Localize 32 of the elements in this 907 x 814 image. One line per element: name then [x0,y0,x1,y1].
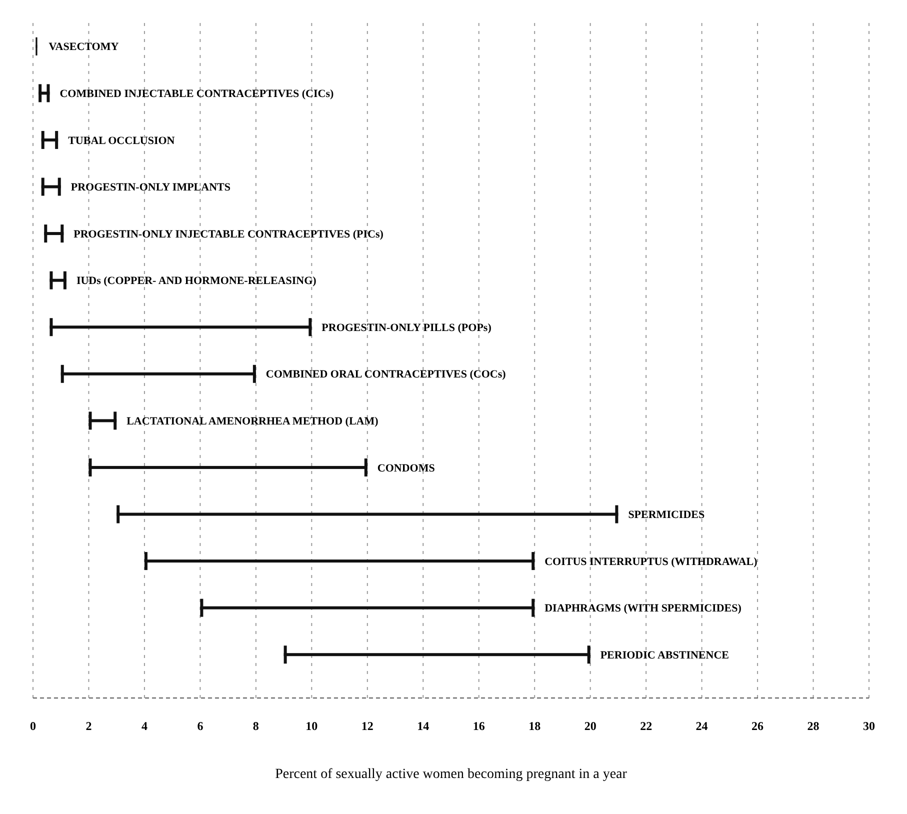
x-tick-label: 28 [807,719,820,733]
y-tick-label: DIAPHRAGMS (WITH SPERMICIDES) [544,602,742,615]
x-tick-label: 4 [141,719,148,733]
x-tick-label: 8 [252,719,259,733]
x-tick-label: 16 [472,719,485,733]
x-tick-label: 2 [86,719,92,733]
y-tick-label: VASECTOMY [48,41,119,54]
y-tick-label: COITUS INTERRUPTUS (WITHDRAWAL) [544,556,758,568]
y-tick-label: SPERMICIDES [628,509,705,522]
x-tick-label: 6 [197,719,204,733]
x-tick-label: 0 [30,719,36,733]
y-tick-label: COMBINED ORAL CONTRACEPTIVES (COCs) [266,368,506,381]
x-tick-label: 22 [640,719,652,733]
x-tick-label: 30 [863,719,875,733]
x-tick-label: 14 [417,719,430,733]
y-tick-label: PROGESTIN-ONLY IMPLANTS [70,182,231,194]
x-tick-label: 10 [306,719,318,733]
x-tick-label: 12 [361,719,374,733]
y-tick-label: TUBAL OCCLUSION [68,134,175,147]
y-tick-label: LACTATIONAL AMENORRHEA METHOD (LAM) [126,416,379,428]
y-tick-label: PROGESTIN-ONLY PILLS (POPs) [322,322,492,334]
x-tick-label: 20 [584,719,596,733]
x-axis-title: Percent of sexually active women becoming pregnant in a year [275,767,628,782]
x-tick-label: 18 [528,719,541,733]
y-tick-label: CONDOMS [377,462,435,474]
x-tick-label: 26 [752,719,764,733]
y-tick-label: IUDs (COPPER- AND HORMONE-RELEASING) [76,275,317,288]
y-tick-label: PROGESTIN-ONLY INJECTABLE CONTRACEPTIVES (PICs) [74,228,384,240]
bar [88,466,368,469]
y-tick-label: PERIODIC ABSTINENCE [600,649,730,662]
y-tick-label: COMBINED INJECTABLE CONTRACEPTIVES (CICs) [60,88,334,100]
x-tick-label: 24 [696,719,708,733]
